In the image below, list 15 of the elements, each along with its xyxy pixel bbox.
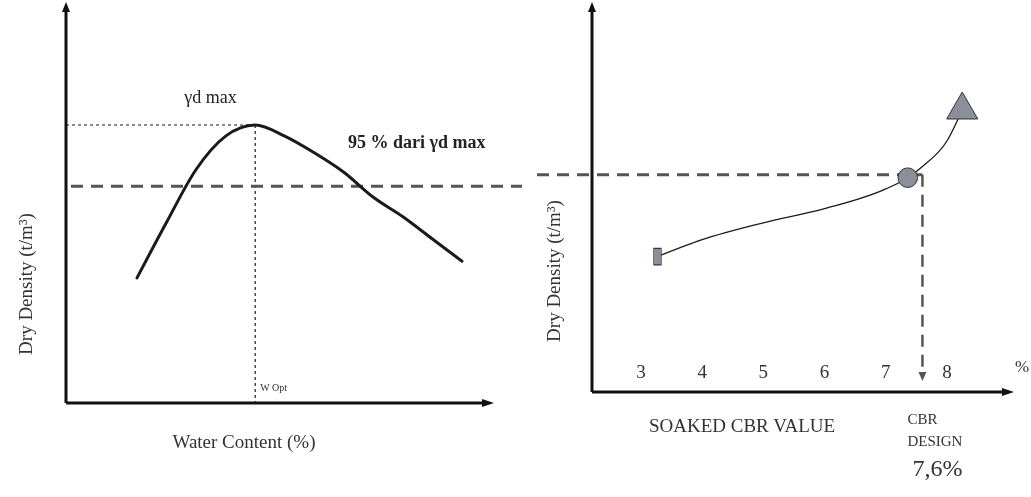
ref-line-label: γd max [183, 87, 237, 107]
ref-line-label: 95 % dari γd max [348, 132, 486, 153]
annotation: W Opt [260, 382, 288, 393]
x-tick-label: 6 [819, 361, 830, 382]
x-tick-label: 3 [636, 361, 646, 382]
x-tick-label: 7 [880, 361, 891, 382]
x-tick-label: 4 [697, 361, 708, 382]
x-axis-title: Water Content (%) [172, 431, 316, 453]
x-axis-title: SOAKED CBR VALUE [648, 415, 836, 436]
ref-line-label: CBR DESIGN 7,6% [907, 411, 963, 481]
x-tick-label: 8 [942, 361, 952, 382]
y-axis-title: Dry Density (t/m³) [15, 213, 37, 355]
y-axis-title: Dry Density (t/m³) [543, 200, 565, 342]
text: % [1014, 357, 1030, 376]
x-tick-label: 5 [758, 361, 769, 382]
